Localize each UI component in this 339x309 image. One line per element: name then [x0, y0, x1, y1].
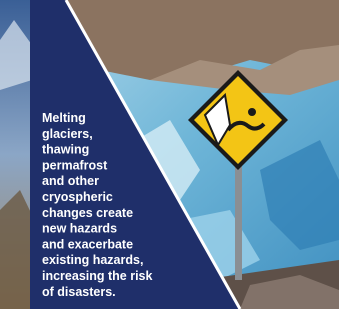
- caption-line: increasing the risk: [42, 269, 153, 283]
- infographic: Melting glaciers, thawingpermafrost and oth…: [0, 0, 339, 309]
- caption-line: existing hazards,: [42, 253, 143, 267]
- caption-line: cryospheric: [42, 190, 113, 204]
- caption-line: and other: [42, 174, 99, 188]
- caption-line: Melting: [42, 111, 86, 125]
- caption-line: changes create: [42, 206, 133, 220]
- caption-line: glaciers,: [42, 127, 93, 141]
- caption-line: thawing: [42, 143, 89, 157]
- mountain-strip: [0, 0, 32, 309]
- caption-line: new hazards: [42, 222, 117, 236]
- caption-line: permafrost: [42, 158, 108, 172]
- caption-line: and exacerbate: [42, 237, 133, 251]
- caption-line: of disasters.: [42, 285, 116, 299]
